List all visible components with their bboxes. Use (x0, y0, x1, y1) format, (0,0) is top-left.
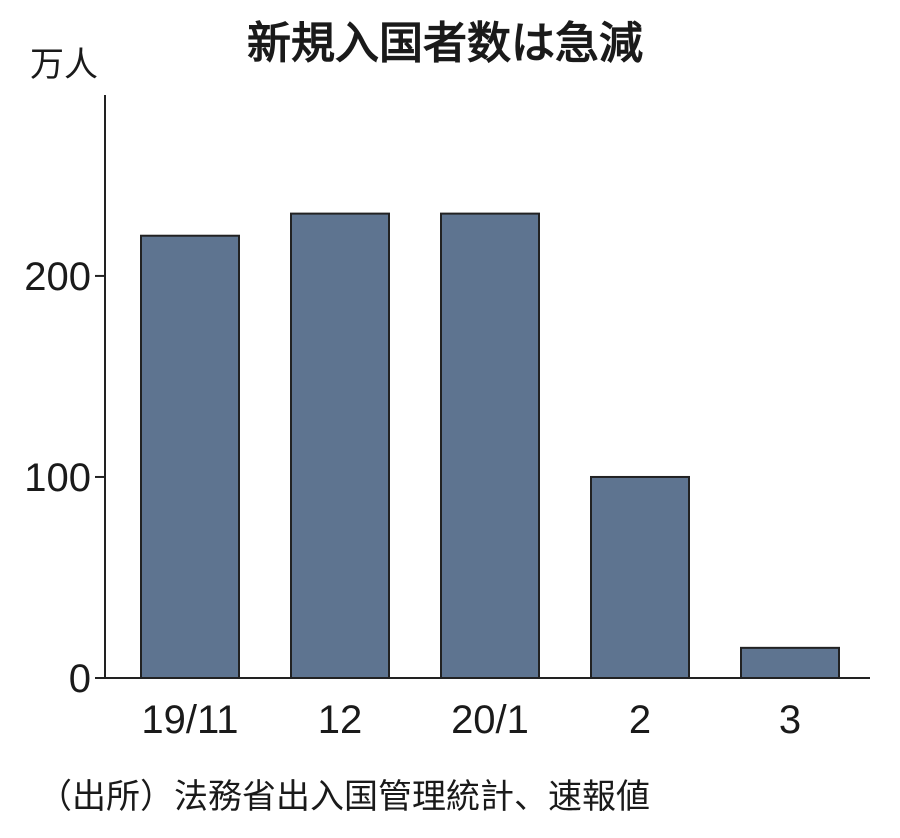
y-axis-ticks: 0 100 200 (24, 255, 105, 701)
bar-3 (740, 646, 840, 680)
x-tick-label: 3 (779, 698, 801, 742)
bar-2 (590, 475, 690, 679)
source-note: （出所）法務省出入国管理統計、速報値 (38, 777, 650, 817)
x-tick-label: 12 (318, 698, 363, 742)
y-tick-label: 100 (24, 456, 91, 500)
y-axis-unit-label: 万人 (30, 45, 98, 85)
y-tick-label: 200 (24, 255, 91, 299)
bars-group (140, 212, 840, 680)
bar-12 (290, 212, 390, 679)
x-tick-label: 20/1 (451, 698, 529, 742)
bar-20-1 (440, 212, 540, 679)
x-tick-label: 2 (629, 698, 651, 742)
chart-title: 新規入国者数は急減 (247, 18, 643, 69)
x-tick-label: 19/11 (141, 698, 238, 742)
bar-19-11 (140, 234, 240, 679)
y-tick-label: 0 (69, 657, 91, 701)
x-axis-ticks: 19/11 12 20/1 2 3 (141, 698, 801, 742)
